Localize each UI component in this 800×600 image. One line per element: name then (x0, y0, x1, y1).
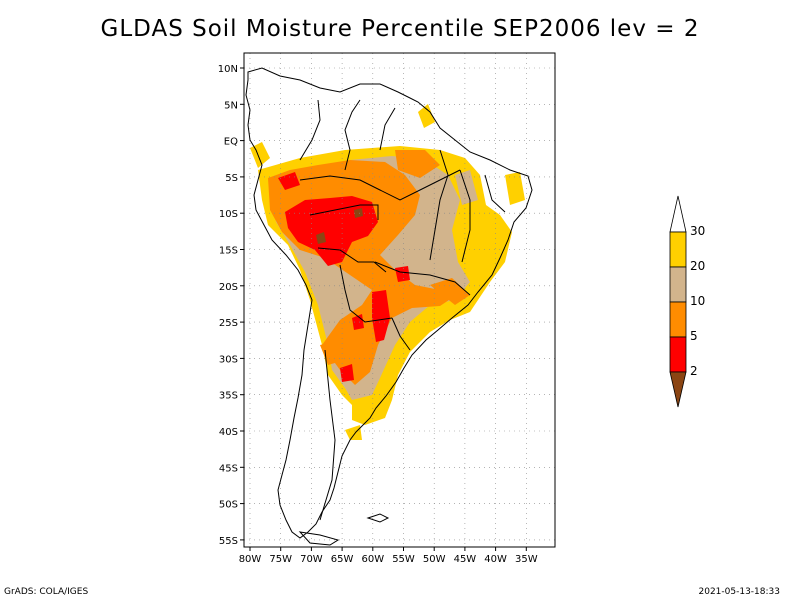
footer-credit: GrADS: COLA/IGES (4, 587, 89, 597)
lon-tick-label: 55W (392, 554, 415, 565)
map-grid (244, 53, 555, 547)
colorbar-2-5 (669, 336, 687, 373)
lat-tick-label: 30S (219, 354, 238, 365)
shade-10-20 (455, 170, 478, 205)
tierra-del-fuego (298, 531, 340, 546)
lat-tick-label: 55S (219, 536, 238, 547)
colorbar-20-30 (669, 231, 687, 268)
lat-tick-label: 40S (219, 427, 238, 438)
lon-tick-label: 80W (239, 554, 262, 565)
latitude-tick-labels: 10N 5N EQ 5S 10S 15S 20S 25S 30S 35S 40S 45S 50S 55S (218, 64, 238, 547)
country-border (309, 204, 379, 220)
map-frame (243, 52, 556, 548)
lat-tick-label: 45S (219, 463, 238, 474)
colorbar-label: 30 (690, 224, 705, 238)
colorbar-labels: 30 20 10 5 2 (690, 224, 705, 378)
country-border (319, 349, 336, 521)
shade-2-5 (372, 290, 390, 342)
lon-tick-label: 50W (423, 554, 446, 565)
country-border (429, 149, 449, 261)
coastline (245, 67, 533, 546)
lon-tick-label: 45W (454, 554, 477, 565)
lat-tick-label: EQ (224, 137, 238, 148)
falkland-islands (366, 513, 390, 523)
country-border (299, 169, 461, 201)
longitude-tick-labels: 80W 75W 70W 65W 60W 55W 50W 45W 40W 35W (239, 554, 538, 565)
lon-tick-label: 75W (269, 554, 292, 565)
footer-timestamp: 2021-05-13-18:33 (698, 587, 781, 597)
country-border (459, 169, 471, 263)
colorbar-cap-below-2 (669, 371, 687, 408)
lat-tick-label: 35S (219, 391, 238, 402)
shade-20-30 (345, 425, 362, 440)
lat-tick-label: 5N (224, 100, 238, 111)
shade-below-2 (316, 232, 326, 244)
country-border (391, 317, 411, 351)
lat-tick-label: 25S (219, 318, 238, 329)
lat-tick-label: 10S (219, 209, 238, 220)
shade-20-30 (418, 104, 435, 128)
country-border (374, 261, 471, 296)
lon-tick-label: 60W (361, 554, 384, 565)
shade-20-30 (470, 265, 488, 288)
lat-tick-label: 15S (219, 246, 238, 257)
lon-tick-label: 40W (484, 554, 507, 565)
shade-2-5 (278, 172, 300, 190)
south-america-coastline (245, 67, 533, 539)
shade-2-5 (395, 266, 410, 282)
lon-tick-label: 35W (515, 554, 538, 565)
shade-20-30 (505, 172, 525, 205)
percentile-shading (250, 104, 525, 440)
shade-2-5 (340, 364, 354, 382)
lat-tick-label: 5S (225, 173, 238, 184)
map-title: GLDAS Soil Moisture Percentile SEP2006 l… (100, 16, 700, 42)
colorbar-label: 2 (690, 364, 698, 378)
country-border (379, 107, 396, 151)
colorbar-label: 10 (690, 294, 705, 308)
colorbar-cap-above-30 (669, 195, 687, 233)
shade-5-10 (395, 150, 440, 178)
colorbar-5-10 (669, 301, 687, 338)
colorbar (669, 195, 687, 408)
lon-tick-label: 65W (331, 554, 354, 565)
country-border (339, 264, 393, 323)
country-border (299, 99, 321, 161)
country-border (344, 99, 361, 171)
axis-tick-marks (240, 67, 527, 551)
colorbar-10-20 (669, 266, 687, 303)
shade-below-2 (354, 208, 363, 218)
colorbar-label: 20 (690, 259, 705, 273)
lat-tick-label: 20S (219, 282, 238, 293)
colorbar-label: 5 (690, 329, 698, 343)
lat-tick-label: 10N (218, 64, 238, 75)
shade-2-5 (352, 314, 364, 330)
country-border (317, 247, 387, 273)
country-border (484, 174, 506, 213)
lon-tick-label: 70W (300, 554, 323, 565)
lat-tick-label: 50S (219, 500, 238, 511)
shade-5-10 (430, 278, 470, 305)
